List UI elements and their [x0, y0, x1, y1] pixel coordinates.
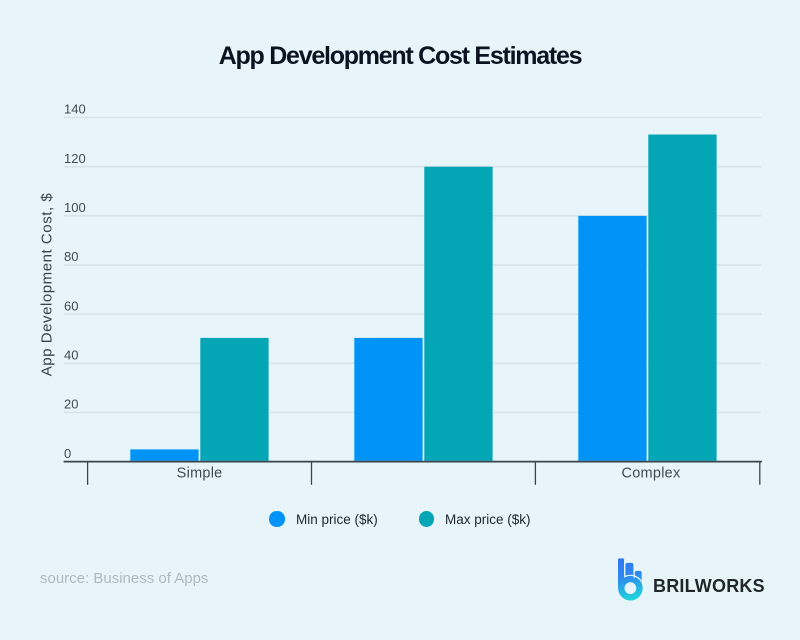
svg-text:100: 100 — [64, 200, 86, 215]
svg-text:60: 60 — [64, 298, 78, 313]
svg-text:140: 140 — [64, 102, 86, 117]
svg-text:0: 0 — [64, 446, 71, 461]
svg-text:40: 40 — [64, 348, 78, 363]
svg-text:20: 20 — [64, 397, 78, 412]
svg-text:120: 120 — [64, 151, 86, 166]
svg-text:80: 80 — [64, 249, 78, 264]
svg-text:Simple: Simple — [177, 466, 223, 482]
svg-text:Complex: Complex — [622, 466, 681, 482]
svg-text:App Development Cost, $: App Development Cost, $ — [39, 193, 56, 377]
